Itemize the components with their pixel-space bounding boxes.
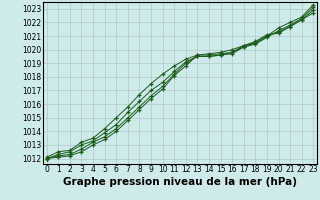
X-axis label: Graphe pression niveau de la mer (hPa): Graphe pression niveau de la mer (hPa) [63, 177, 297, 187]
